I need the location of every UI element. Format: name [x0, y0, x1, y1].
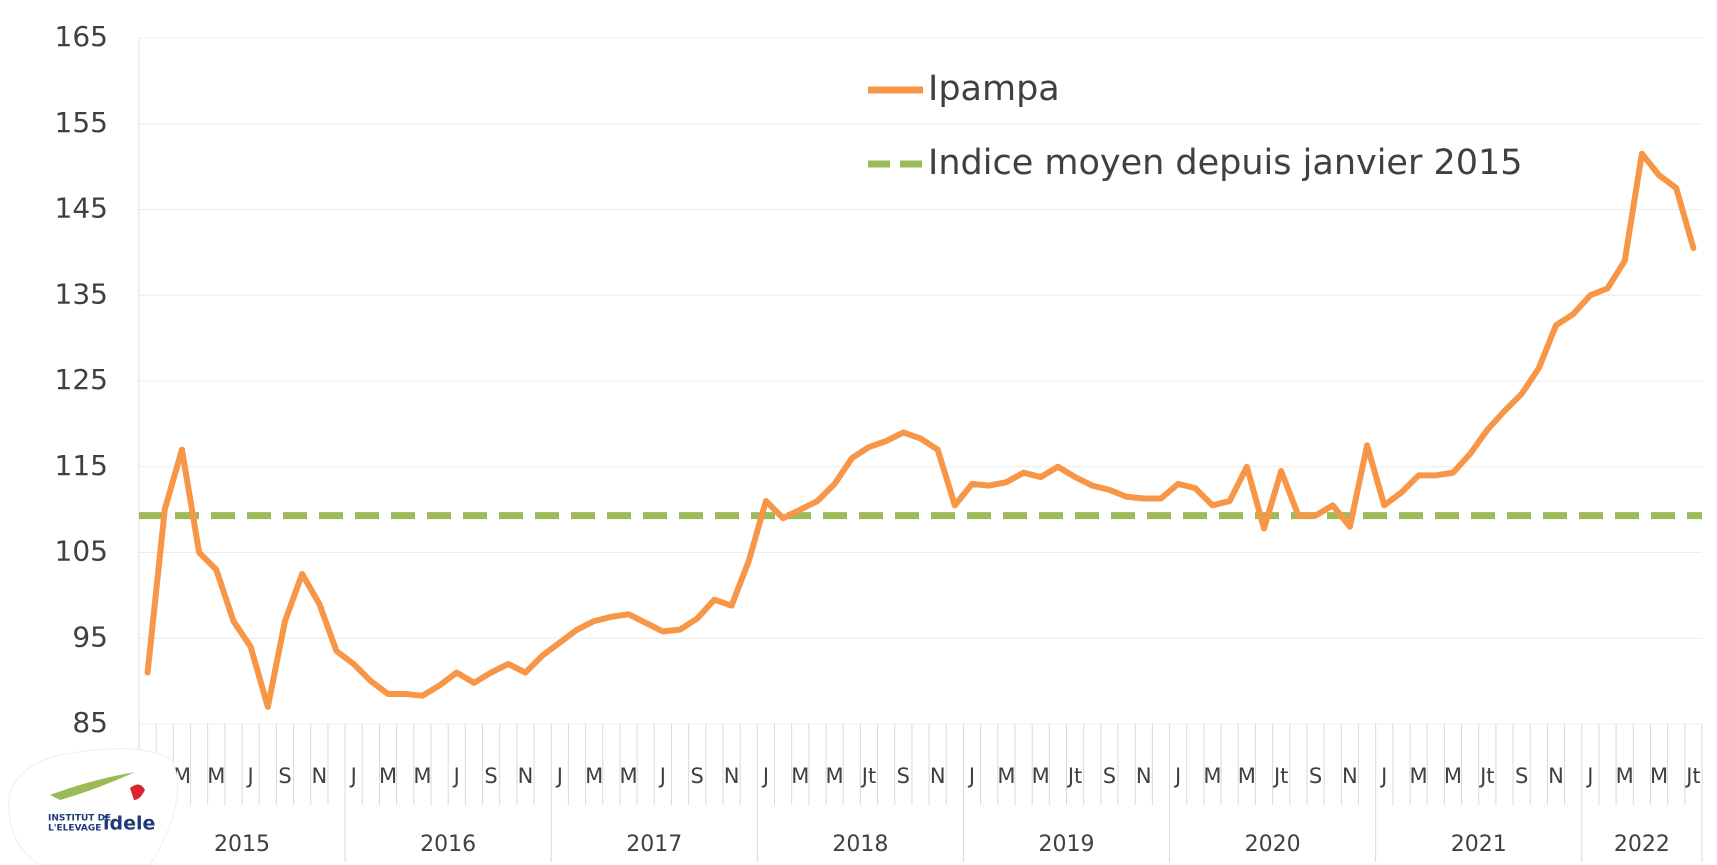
x-tick-label: M	[207, 764, 225, 788]
x-tick-label: M	[585, 764, 603, 788]
logo-text: L'ELEVAGE	[48, 824, 101, 834]
x-tick-label: J	[555, 764, 563, 788]
x-tick-label: M	[1203, 764, 1221, 788]
x-tick-label: S	[691, 764, 704, 788]
y-tick-label: 155	[55, 106, 108, 139]
x-tick-label: Jt	[1272, 764, 1288, 788]
x-tick-label: J	[349, 764, 357, 788]
year-label: 2018	[832, 832, 888, 857]
x-tick-label: M	[619, 764, 637, 788]
x-tick-label: M	[379, 764, 397, 788]
x-tick-label: N	[1136, 764, 1152, 788]
logo-swoosh	[50, 772, 135, 800]
x-tick-label: S	[897, 764, 910, 788]
x-tick-label: N	[724, 764, 740, 788]
year-label: 2016	[420, 832, 476, 857]
x-tick-label: Jt	[860, 764, 876, 788]
x-tick-label: J	[761, 764, 769, 788]
x-tick-label: S	[278, 764, 291, 788]
x-tick-label: Jt	[1684, 764, 1700, 788]
y-tick-label: 115	[55, 449, 108, 482]
logo-brand: idele	[103, 813, 155, 835]
x-tick-label: M	[1410, 764, 1428, 788]
x-tick-label: M	[1032, 764, 1050, 788]
year-label: 2019	[1038, 832, 1094, 857]
year-label: 2020	[1245, 832, 1301, 857]
y-tick-label: 125	[55, 363, 108, 396]
x-tick-label: M	[826, 764, 844, 788]
logo-drop	[130, 784, 145, 800]
year-label: 2015	[214, 832, 270, 857]
year-label: 2021	[1451, 832, 1507, 857]
x-tick-label: S	[1515, 764, 1528, 788]
year-label: 2022	[1614, 832, 1670, 857]
x-tick-label: N	[1342, 764, 1358, 788]
x-tick-label: J	[1379, 764, 1387, 788]
x-tick-label: M	[1444, 764, 1462, 788]
x-tick-label: J	[246, 764, 254, 788]
y-tick-label: 145	[55, 192, 108, 225]
x-tick-label: M	[1650, 764, 1668, 788]
y-tick-label: 85	[72, 706, 108, 739]
x-tick-label: N	[518, 764, 534, 788]
x-tick-label: M	[1616, 764, 1634, 788]
x-tick-label: Jt	[1478, 764, 1494, 788]
y-tick-label: 165	[55, 20, 108, 53]
logo-text: INSTITUT DE	[48, 814, 111, 824]
x-tick-label: J	[452, 764, 460, 788]
x-tick-label: J	[658, 764, 666, 788]
series-line	[144, 150, 1697, 710]
x-tick-label: N	[930, 764, 946, 788]
legend-label: Ipampa	[928, 69, 1060, 109]
year-label: 2017	[626, 832, 682, 857]
x-tick-label: N	[1548, 764, 1564, 788]
x-tick-label: J	[1585, 764, 1593, 788]
y-tick-label: 135	[55, 277, 108, 310]
legend-label: Indice moyen depuis janvier 2015	[928, 143, 1523, 183]
x-tick-label: J	[967, 764, 975, 788]
y-tick-label: 105	[55, 535, 108, 568]
x-tick-label: M	[997, 764, 1015, 788]
y-tick-label: 95	[72, 620, 108, 653]
x-tick-label: N	[311, 764, 327, 788]
x-tick-label: Jt	[1066, 764, 1082, 788]
x-tick-label: M	[413, 764, 431, 788]
x-tick-label: J	[1173, 764, 1181, 788]
x-tick-label: M	[791, 764, 809, 788]
logo-background	[8, 748, 179, 865]
x-tick-label: M	[1238, 764, 1256, 788]
x-tick-label: S	[1309, 764, 1322, 788]
x-tick-label: S	[1103, 764, 1116, 788]
x-tick-label: S	[484, 764, 497, 788]
